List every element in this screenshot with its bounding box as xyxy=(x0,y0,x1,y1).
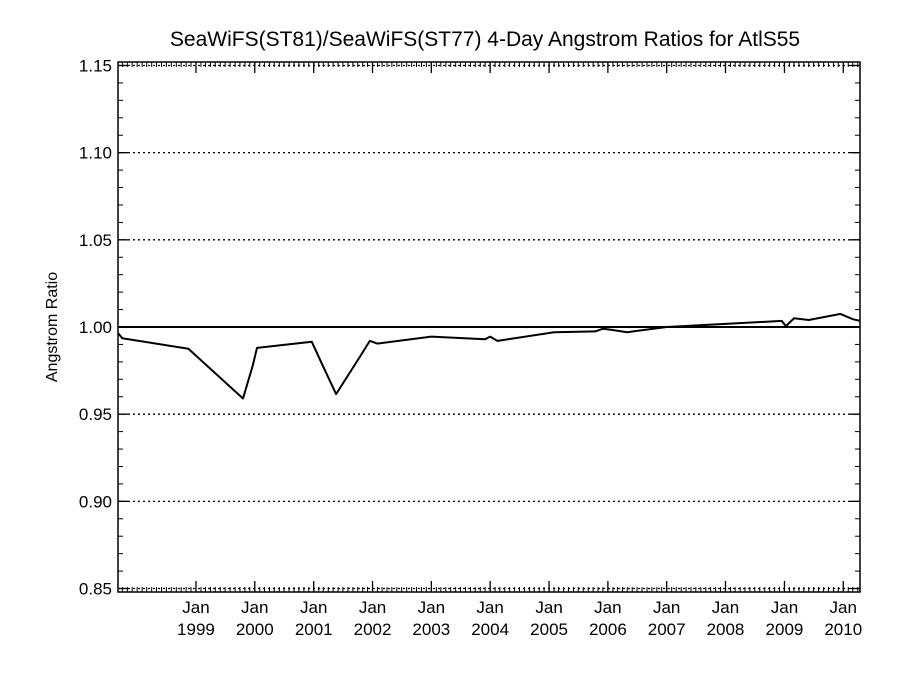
y-axis-ticks: 0.85 0.90 0.95 1.00 1.05 1.10 1.15 xyxy=(79,56,860,599)
plot-frame xyxy=(117,61,861,593)
x-tick-year-label: 2004 xyxy=(471,620,509,639)
x-tick-year-label: 2002 xyxy=(354,620,392,639)
x-tick-month-label: Jan xyxy=(476,598,503,617)
minor-ticks xyxy=(118,62,860,592)
x-tick-year-label: 2009 xyxy=(766,620,804,639)
y-tick-label: 0.90 xyxy=(79,492,112,511)
y-tick-label: 1.15 xyxy=(79,56,112,75)
x-axis-ticks: Jan 1999 Jan 2000 Jan 2001 Jan 2002 Jan 2003 Jan 20… xyxy=(177,62,862,639)
grid-lines xyxy=(118,64,860,590)
x-tick-month-label: Jan xyxy=(653,598,680,617)
x-tick-year-label: 2001 xyxy=(295,620,333,639)
x-tick-month-label: Jan xyxy=(300,598,327,617)
y-axis-label: Angstrom Ratio xyxy=(44,272,61,382)
x-tick-year-label: 2007 xyxy=(648,620,686,639)
chart-title: SeaWiFS(ST81)/SeaWiFS(ST77) 4-Day Angstr… xyxy=(169,28,801,51)
x-tick-month-label: Jan xyxy=(712,598,739,617)
x-tick-year-label: 2006 xyxy=(589,620,627,639)
y-tick-label: 1.00 xyxy=(79,318,112,337)
x-tick-month-label: Jan xyxy=(594,598,621,617)
x-tick-year-label: 1999 xyxy=(177,620,215,639)
y-tick-label: 1.05 xyxy=(79,231,112,250)
x-tick-month-label: Jan xyxy=(359,598,386,617)
x-tick-month-label: Jan xyxy=(830,598,857,617)
y-tick-label: 0.95 xyxy=(79,405,112,424)
x-tick-month-label: Jan xyxy=(771,598,798,617)
x-tick-month-label: Jan xyxy=(241,598,268,617)
series-layer xyxy=(117,312,861,400)
x-tick-month-label: Jan xyxy=(418,598,445,617)
series-line xyxy=(117,312,861,400)
x-tick-month-label: Jan xyxy=(182,598,209,617)
x-tick-year-label: 2008 xyxy=(707,620,745,639)
x-tick-month-label: Jan xyxy=(535,598,562,617)
x-tick-year-label: 2000 xyxy=(236,620,274,639)
x-tick-year-label: 2010 xyxy=(824,620,862,639)
x-tick-year-label: 2003 xyxy=(412,620,450,639)
y-tick-label: 1.10 xyxy=(79,144,112,163)
y-tick-label: 0.85 xyxy=(79,580,112,599)
x-tick-year-label: 2005 xyxy=(530,620,568,639)
